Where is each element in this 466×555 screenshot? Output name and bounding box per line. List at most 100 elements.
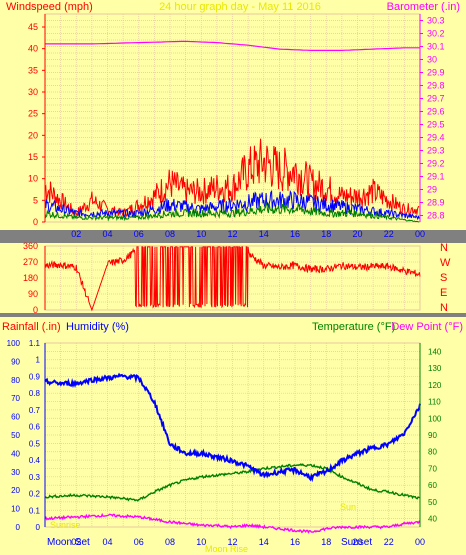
sun-label: Sun xyxy=(340,502,356,512)
temperature-tick-label: 70 xyxy=(428,464,437,473)
compass-label: N xyxy=(440,242,448,254)
temperature-tick-label: 120 xyxy=(428,381,442,390)
rainfall-tick-label: 0.5 xyxy=(29,439,41,448)
temperature-tick-label: 130 xyxy=(428,364,442,373)
wind-average-line xyxy=(44,189,420,221)
wind-gust-line xyxy=(44,138,420,218)
direction-marks xyxy=(44,246,421,312)
climate-panel-bg xyxy=(0,317,466,555)
humidity-tick-label: 90 xyxy=(11,357,20,366)
dewpoint-label: Dew Point (°F) xyxy=(391,321,463,333)
barometer-tick-label: 29.6 xyxy=(427,107,445,117)
rainfall-tick-label: 0.7 xyxy=(29,406,41,415)
barometer-tick-label: 29.8 xyxy=(427,81,445,91)
windspeed-tick-label: 40 xyxy=(28,44,38,54)
time-tick-label: 04 xyxy=(102,229,112,239)
time-tick-label: 14 xyxy=(259,229,269,239)
rainfall-tick-label: 0.9 xyxy=(29,372,41,381)
humidity-tick-label: 70 xyxy=(11,394,20,403)
barometer-tick-label: 29 xyxy=(427,185,437,195)
rainfall-tick-label: 1.1 xyxy=(29,339,41,348)
sunrise-label: Sunrise xyxy=(50,520,81,530)
windspeed-tick-label: 15 xyxy=(28,152,38,162)
barometer-tick-label: 30.1 xyxy=(427,42,445,52)
humidity-label: Humidity (%) xyxy=(66,321,129,333)
rainfall-tick-label: 0.1 xyxy=(29,506,41,515)
temperature-tick-label: 110 xyxy=(428,398,441,407)
time-tick-label: 16 xyxy=(290,537,300,547)
direction-tick-label: 0 xyxy=(33,305,38,315)
wind-direction-line xyxy=(44,246,421,312)
temperature-tick-label: 80 xyxy=(428,448,437,457)
humidity-tick-label: 100 xyxy=(7,339,21,348)
windspeed-label: Windspeed (mph) xyxy=(6,1,93,13)
time-tick-label: 22 xyxy=(384,537,394,547)
windspeed-tick-label: 0 xyxy=(33,217,38,227)
barometer-tick-label: 30 xyxy=(427,55,437,65)
sunset-label: Sunset xyxy=(341,537,372,548)
windspeed-tick-label: 30 xyxy=(28,87,38,97)
time-tick-label: 06 xyxy=(134,229,144,239)
rainfall-tick-label: 0.4 xyxy=(29,456,41,465)
rainfall-tick-label: 0.8 xyxy=(29,389,41,398)
windspeed-tick-label: 5 xyxy=(33,195,38,205)
barometer-tick-label: 28.8 xyxy=(427,211,445,221)
time-tick-label: 14 xyxy=(259,537,269,547)
barometer-tick-label: 30.2 xyxy=(427,29,445,39)
time-tick-label: 12 xyxy=(227,537,237,547)
chart-title: 24 hour graph day - May 11 2016 xyxy=(159,1,321,13)
time-tick-label: 00 xyxy=(415,229,425,239)
temperature-tick-label: 140 xyxy=(428,347,442,356)
humidity-tick-label: 50 xyxy=(11,431,20,440)
barometer-label: Barometer (.in) xyxy=(387,1,460,13)
barometer-tick-label: 29.5 xyxy=(427,120,445,130)
rainfall-label: Rainfall (.in) xyxy=(2,321,61,333)
time-tick-label: 20 xyxy=(352,537,362,547)
rainfall-tick-label: 0.2 xyxy=(29,490,41,499)
barometer-tick-label: 29.7 xyxy=(427,94,445,104)
temperature-tick-label: 50 xyxy=(428,498,437,507)
temperature-tick-label: 60 xyxy=(428,481,437,490)
time-tick-label: 02 xyxy=(71,229,81,239)
climate-axes: 010203040506070809010000.10.20.30.40.50.… xyxy=(7,339,442,547)
time-tick-label: 08 xyxy=(165,229,175,239)
rainfall-tick-label: 1 xyxy=(36,356,41,365)
barometer-tick-label: 29.3 xyxy=(427,146,445,156)
time-tick-label: 02 xyxy=(71,537,81,547)
time-tick-label: 06 xyxy=(134,537,144,547)
barometer-tick-label: 29.1 xyxy=(427,172,445,182)
windspeed-tick-label: 25 xyxy=(28,109,38,119)
direction-tick-label: 180 xyxy=(23,273,38,283)
temperature-tick-label: 100 xyxy=(428,414,442,423)
moon-set-label: Moon Set xyxy=(47,537,90,548)
climate-marks xyxy=(44,372,421,534)
windspeed-tick-label: 35 xyxy=(28,65,38,75)
humidity-line xyxy=(44,372,421,483)
rainfall-tick-label: 0.6 xyxy=(29,423,41,432)
humidity-tick-label: 0 xyxy=(16,523,21,532)
compass-label: E xyxy=(440,287,447,299)
barometer-tick-label: 30.3 xyxy=(427,16,445,26)
time-tick-label: 08 xyxy=(165,537,175,547)
time-tick-label: 18 xyxy=(321,229,331,239)
wind-low-line xyxy=(44,201,420,223)
barometer-tick-label: 29.4 xyxy=(427,133,445,143)
windspeed-tick-label: 20 xyxy=(28,130,38,140)
wind-marks xyxy=(44,40,420,223)
humidity-tick-label: 80 xyxy=(11,376,20,385)
temperature-line xyxy=(44,463,421,502)
barometer-tick-label: 28.9 xyxy=(427,198,445,208)
windspeed-tick-label: 10 xyxy=(28,174,38,184)
rainfall-tick-label: 0 xyxy=(36,523,41,532)
barometer-tick-label: 29.9 xyxy=(427,68,445,78)
time-tick-label: 20 xyxy=(352,229,362,239)
time-tick-label: 12 xyxy=(227,229,237,239)
time-tick-label: 22 xyxy=(384,229,394,239)
time-tick-label: 04 xyxy=(102,537,112,547)
windspeed-tick-label: 45 xyxy=(28,22,38,32)
direction-tick-label: 90 xyxy=(28,289,38,299)
time-tick-label: 10 xyxy=(196,537,206,547)
humidity-tick-label: 10 xyxy=(11,505,20,514)
